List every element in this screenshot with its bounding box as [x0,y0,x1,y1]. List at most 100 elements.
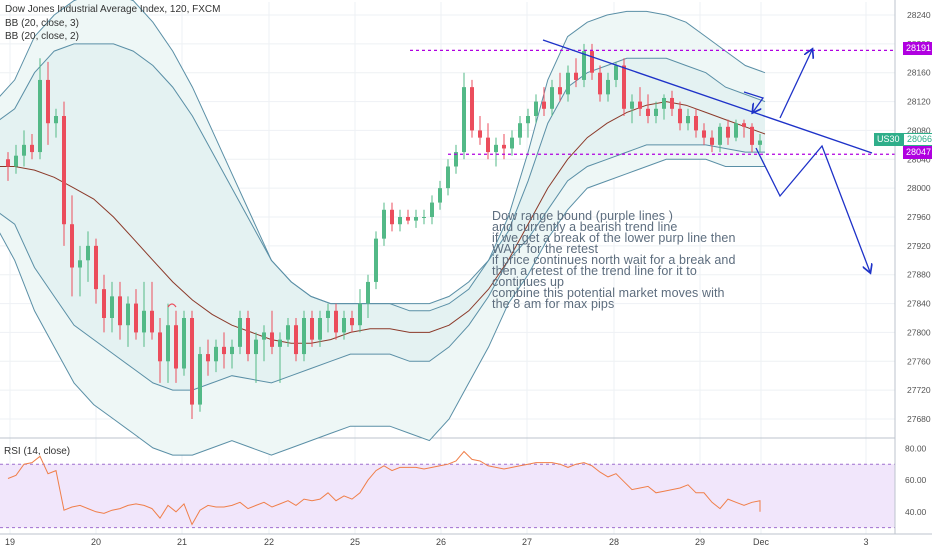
bb2-lower-line [0,144,765,391]
lower-range-tag: 28047 [903,146,932,159]
note-line: continues up [492,275,565,289]
candle-body [30,144,34,153]
price-tick-label: 27840 [907,299,931,309]
candle-body [486,137,490,153]
candle-body [230,346,234,355]
candle-body [190,318,194,405]
candle-body [326,310,330,318]
candle-body [102,289,106,318]
candle-body [262,332,266,340]
candle-body [6,159,10,167]
candle-body [622,65,626,109]
bb2-fill [0,43,765,391]
candle-body [366,281,370,304]
note-line: if price continues north wait for a brea… [492,253,736,267]
price-axis-bg [895,0,932,550]
candle-body [150,310,154,333]
candlestick-series [6,43,762,419]
candle-body [686,116,690,124]
candle-body [54,116,58,124]
price-tick-label: 28120 [907,97,931,107]
price-tick-label: 28160 [907,68,931,78]
symbol-tag: US30 [874,133,903,146]
note-line: combine this potential market moves with [492,286,725,300]
time-tick-label: Dec [753,537,770,547]
candle-body [422,217,426,218]
candle-body [254,339,258,355]
candle-body [350,318,354,326]
candle-body [550,87,554,109]
candle-body [406,217,410,221]
price-tick-label: 27960 [907,212,931,222]
time-tick-label: 22 [264,537,274,547]
candle-body [726,126,730,138]
candle-body [446,166,450,189]
candle-body [414,217,418,221]
candle-body [358,303,362,326]
time-tick-label: 26 [436,537,446,547]
rsi-legend: RSI (14, close) [4,446,71,457]
bearish-trend-line [542,39,873,154]
candle-body [542,101,546,109]
candle-body [342,318,346,333]
candle-body [590,51,594,73]
candle-body [510,137,514,149]
candle-body [694,116,698,131]
candle-body [174,325,178,369]
note-line: the 8 am for max pips [492,297,615,311]
rsi-pane [0,450,895,529]
candle-body [166,325,170,362]
candle-body [670,97,674,109]
candle-body [518,123,522,138]
candle-body [566,72,570,95]
drawing-overlays [167,39,895,308]
candle-body [110,296,114,318]
candle-body [606,79,610,95]
candle-body [582,51,586,80]
candle-body [246,318,250,355]
analysis-note: Dow range bound (purple lines ) and curr… [492,209,792,311]
candle-body [462,87,466,153]
candle-body [678,108,682,124]
candle-body [742,123,746,127]
candle-body [454,152,458,167]
candle-body [86,245,90,261]
candle-body [286,325,290,340]
time-tick-label: 29 [695,537,705,547]
candle-body [302,318,306,355]
time-tick-label: 19 [5,537,15,547]
candle-body [646,108,650,116]
bb3-legend: BB (20, close, 3) [5,18,79,29]
candle-body [310,318,314,340]
candle-body [558,87,562,95]
candle-body [334,310,338,333]
candle-body [142,310,146,333]
candle-body [70,224,74,268]
candle-body [22,144,26,156]
candle-body [38,79,42,153]
bb2-legend: BB (20, close, 2) [5,31,79,42]
note-line: and currently a bearish trend line [492,220,678,234]
current-price-tag: 28066 [903,133,932,146]
candle-body [758,140,762,145]
candle-body [374,238,378,282]
rsi-line [7,450,761,526]
price-tick-label: 27920 [907,241,931,251]
upper-range-tag: 28191 [903,42,932,55]
rsi-tick-label: 40.00 [905,507,927,517]
candle-body [126,303,130,326]
time-tick-label: 25 [350,537,360,547]
projection-arrow [779,50,812,119]
time-tick-label: 3 [863,537,868,547]
candle-body [238,318,242,347]
candle-body [526,116,530,124]
projection-arrow [743,91,765,112]
note-line: Dow range bound (purple lines ) [492,209,673,223]
projection-arrow [755,144,870,272]
price-tick-label: 28240 [907,10,931,20]
price-tick-label: 27720 [907,385,931,395]
note-line: then a retest of the trend line for it t… [492,264,697,278]
candle-body [270,332,274,347]
